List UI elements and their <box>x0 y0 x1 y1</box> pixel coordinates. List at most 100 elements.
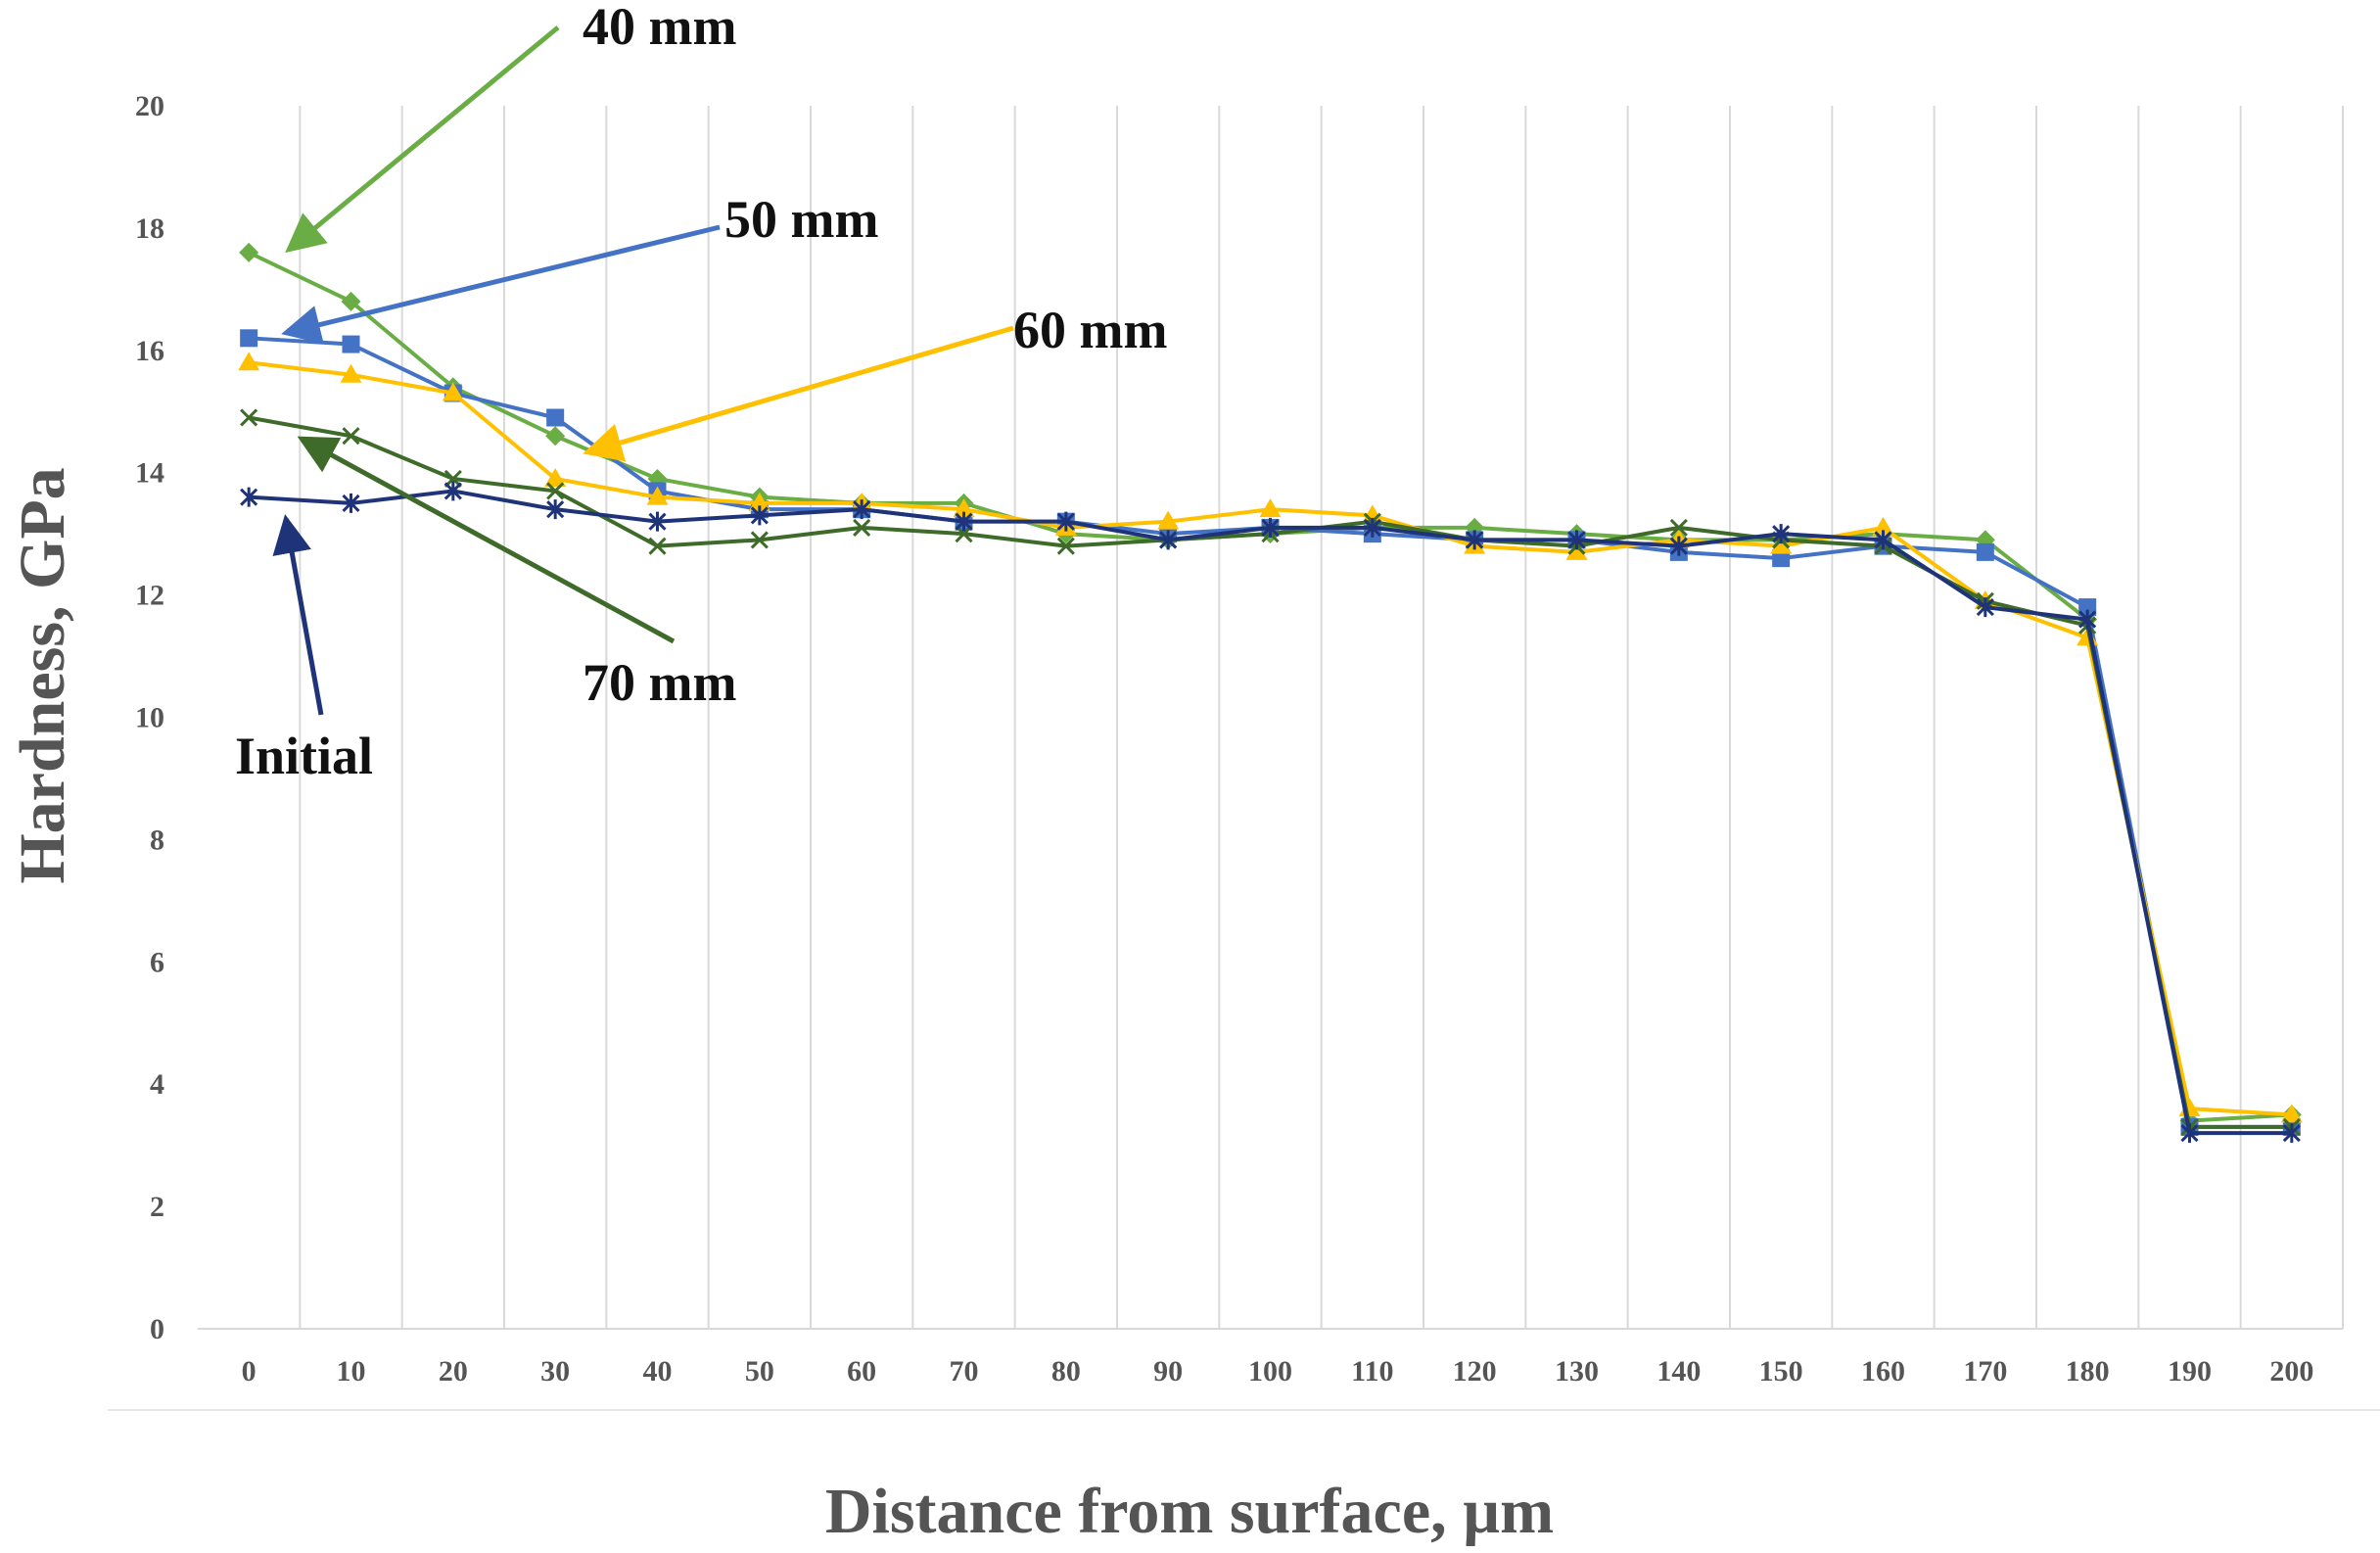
annotation-arrow-60mm <box>583 325 1014 462</box>
x-tick-label: 130 <box>1555 1355 1599 1388</box>
y-tick-label: 0 <box>150 1313 164 1345</box>
data-point <box>443 481 462 501</box>
data-point <box>1261 517 1280 538</box>
series-50mm <box>240 329 2301 1136</box>
data-point <box>240 408 258 427</box>
data-point <box>750 505 769 526</box>
y-axis-tick-labels: 0 2 4 6 8 10 12 14 16 18 20 <box>135 90 164 1345</box>
data-point <box>853 518 871 537</box>
data-series <box>238 242 2303 1144</box>
x-tick-label: 40 <box>643 1355 673 1388</box>
series-line-50mm <box>249 336 2292 1129</box>
data-point <box>1056 537 1075 555</box>
data-point <box>1874 530 1892 550</box>
data-point <box>342 335 360 353</box>
x-tick-label: 90 <box>1153 1355 1183 1388</box>
x-tick-label: 60 <box>847 1355 876 1388</box>
y-tick-label: 20 <box>135 90 164 122</box>
x-tick-label: 100 <box>1248 1355 1292 1388</box>
x-tick-label: 200 <box>2269 1355 2313 1388</box>
data-point <box>1976 542 1994 561</box>
x-tick-label: 140 <box>1657 1355 1701 1388</box>
annotation-label-60mm: 60 mm <box>1013 301 1167 359</box>
x-tick-label: 0 <box>242 1355 257 1388</box>
x-tick-label: 150 <box>1759 1355 1803 1388</box>
data-point <box>239 242 259 262</box>
x-tick-label: 10 <box>337 1355 366 1388</box>
data-point <box>240 487 258 507</box>
y-tick-label: 2 <box>150 1191 164 1223</box>
x-tick-label: 170 <box>1963 1355 2007 1388</box>
data-point <box>340 363 362 383</box>
data-point <box>2078 598 2097 617</box>
data-point <box>1361 504 1383 524</box>
annotation-arrow-initial <box>272 514 324 716</box>
data-point <box>1565 541 1588 560</box>
series-line-initial <box>249 489 2292 1136</box>
data-point <box>546 482 565 500</box>
y-tick-label: 10 <box>135 702 164 734</box>
x-tick-label: 110 <box>1351 1355 1393 1388</box>
data-point <box>544 467 567 487</box>
y-tick-label: 4 <box>150 1068 164 1101</box>
data-point <box>646 486 669 505</box>
data-point <box>341 291 361 311</box>
data-point <box>1363 517 1381 538</box>
data-point <box>648 537 667 555</box>
data-point <box>240 329 258 348</box>
y-tick-label: 18 <box>135 212 164 245</box>
data-point <box>748 492 770 511</box>
data-point <box>1157 510 1180 530</box>
series-initial <box>240 481 2301 1144</box>
data-point <box>238 352 260 371</box>
data-point <box>955 511 973 532</box>
data-point <box>953 498 975 518</box>
y-tick-label: 16 <box>135 335 164 367</box>
series-line-40mm <box>248 251 2292 1123</box>
data-point <box>342 427 360 446</box>
data-point <box>1567 530 1586 550</box>
data-point <box>1872 516 1894 536</box>
data-point <box>442 382 464 401</box>
annotation-label-70mm: 70 mm <box>583 653 736 712</box>
data-point <box>1669 518 1688 537</box>
annotation-label-40mm: 40 mm <box>583 0 736 56</box>
data-point <box>648 511 667 532</box>
x-tick-label: 20 <box>439 1355 468 1388</box>
x-tick-label: 70 <box>950 1355 979 1388</box>
x-tick-label: 30 <box>540 1355 570 1388</box>
data-point <box>1259 498 1282 518</box>
series-40mm <box>239 242 2302 1131</box>
data-point <box>1466 530 1484 550</box>
x-tick-label: 80 <box>1051 1355 1081 1388</box>
y-tick-label: 12 <box>135 580 164 612</box>
annotation-label-initial: Initial <box>235 727 373 785</box>
x-axis-tick-labels: 0 10 20 30 40 50 60 70 80 90 100 110 120 130 140 150 160… <box>242 1355 2314 1388</box>
data-point <box>546 408 565 427</box>
annotation-arrow-40mm <box>285 25 560 254</box>
data-point <box>1669 536 1688 556</box>
annotation-70mm: 70 mm <box>297 436 736 712</box>
x-tick-label: 50 <box>745 1355 774 1388</box>
y-tick-label: 6 <box>150 946 164 978</box>
x-tick-label: 120 <box>1453 1355 1497 1388</box>
data-point <box>1976 597 1994 618</box>
annotation-arrow-50mm <box>281 224 721 345</box>
data-point <box>1770 535 1793 554</box>
x-axis-title: Distance from surface, µm <box>825 1476 1554 1547</box>
data-point <box>342 493 360 513</box>
data-point <box>2282 1123 2301 1144</box>
data-point <box>2280 1104 2303 1123</box>
data-point <box>1772 524 1791 544</box>
data-point <box>2180 1123 2199 1144</box>
data-point <box>545 426 566 447</box>
annotation-50mm: 50 mm <box>281 190 878 345</box>
vertical-gridlines <box>299 106 2344 1329</box>
y-tick-label: 8 <box>150 824 164 856</box>
data-point <box>546 499 565 520</box>
y-tick-label: 14 <box>135 457 164 490</box>
series-60mm <box>238 352 2303 1123</box>
data-point <box>750 531 769 549</box>
annotation-arrow-70mm <box>297 436 676 644</box>
data-point <box>1159 530 1178 550</box>
